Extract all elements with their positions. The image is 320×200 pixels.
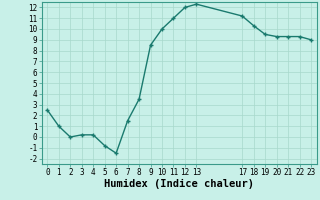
X-axis label: Humidex (Indice chaleur): Humidex (Indice chaleur): [104, 179, 254, 189]
